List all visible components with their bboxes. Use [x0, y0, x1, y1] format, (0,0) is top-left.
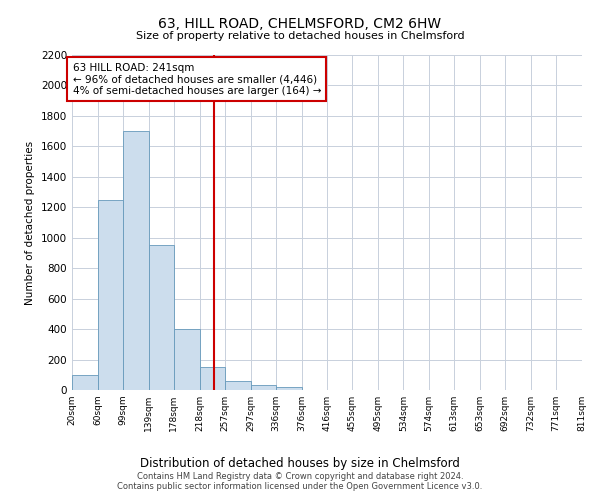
Text: Distribution of detached houses by size in Chelmsford: Distribution of detached houses by size …	[140, 458, 460, 470]
Bar	[123, 131, 149, 390]
Bar	[72, 375, 98, 390]
Bar	[200, 367, 225, 390]
Text: Contains HM Land Registry data © Crown copyright and database right 2024.
Contai: Contains HM Land Registry data © Crown c…	[118, 472, 482, 491]
Text: Size of property relative to detached houses in Chelmsford: Size of property relative to detached ho…	[136, 31, 464, 41]
Text: 63, HILL ROAD, CHELMSFORD, CM2 6HW: 63, HILL ROAD, CHELMSFORD, CM2 6HW	[158, 18, 442, 32]
Bar	[174, 329, 200, 390]
Bar	[225, 381, 251, 390]
Bar	[149, 246, 174, 390]
Bar	[251, 386, 276, 390]
Text: 63 HILL ROAD: 241sqm
← 96% of detached houses are smaller (4,446)
4% of semi-det: 63 HILL ROAD: 241sqm ← 96% of detached h…	[73, 62, 321, 96]
Bar	[98, 200, 123, 390]
Bar	[276, 387, 302, 390]
Y-axis label: Number of detached properties: Number of detached properties	[25, 140, 35, 304]
